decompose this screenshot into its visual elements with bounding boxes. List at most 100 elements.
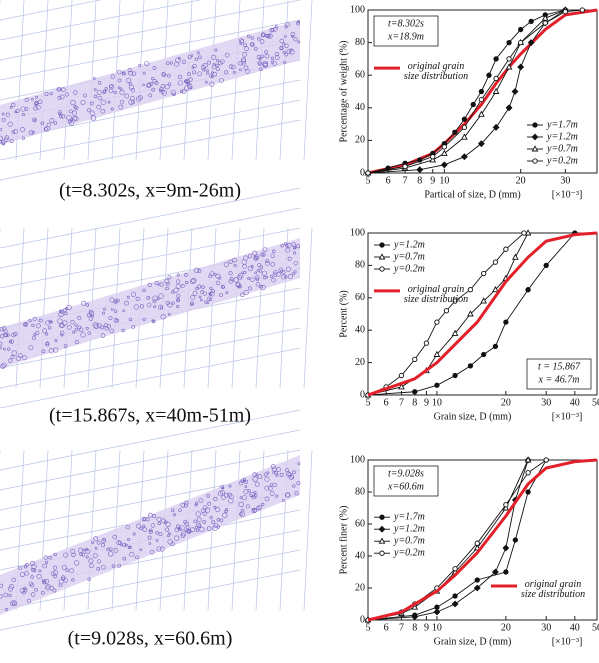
particle [158, 293, 164, 299]
particle [254, 255, 258, 260]
particle [109, 328, 114, 333]
data-point [441, 144, 447, 150]
legend-entry: original grain size distribution [404, 62, 468, 82]
particle [96, 323, 102, 328]
particle [48, 348, 54, 354]
particle [262, 247, 268, 252]
particle [28, 345, 34, 351]
data-point [430, 154, 436, 160]
particle [33, 333, 37, 337]
data-point [440, 149, 448, 156]
particle [247, 34, 251, 38]
particle [279, 38, 285, 44]
particle [9, 601, 15, 607]
particle [65, 307, 68, 311]
particle [191, 277, 197, 284]
data-point [379, 550, 385, 556]
particle [74, 339, 79, 345]
particle [254, 494, 258, 498]
particle [148, 542, 152, 545]
particle [81, 552, 85, 557]
data-point [467, 310, 474, 317]
particle [35, 95, 38, 99]
particle [284, 25, 288, 29]
particle [278, 267, 284, 273]
particle [83, 93, 87, 98]
particle [21, 113, 25, 117]
particle [279, 46, 284, 50]
particle [184, 273, 188, 277]
particle [213, 273, 217, 276]
particle [68, 109, 73, 114]
particle [142, 288, 146, 293]
particle [173, 535, 180, 541]
data-point [525, 470, 531, 476]
particle [213, 523, 219, 528]
particle [0, 326, 5, 332]
particle [173, 287, 179, 293]
particle [60, 575, 66, 580]
particle [224, 507, 229, 512]
x-tick-label: 8 [412, 397, 417, 408]
particle [183, 503, 188, 508]
data-point [467, 363, 474, 369]
particle [130, 95, 135, 101]
y-axis-label: Percent (%) [338, 290, 349, 337]
particle [109, 547, 113, 551]
particle [138, 63, 142, 67]
particle [150, 523, 156, 528]
particle [119, 89, 125, 95]
particle [35, 323, 41, 329]
particle [32, 335, 36, 340]
legend-label: y=0.7m [393, 251, 425, 262]
particle [276, 467, 281, 472]
particle [3, 592, 9, 598]
particle [96, 567, 101, 571]
particle [0, 341, 3, 346]
particle [224, 70, 229, 75]
particle [238, 501, 244, 508]
data-point [478, 97, 485, 103]
data-point [402, 163, 408, 170]
particle [292, 484, 296, 488]
particle [100, 108, 106, 114]
particle [58, 311, 64, 317]
particle [264, 50, 268, 54]
mesh-line [0, 429, 301, 491]
annotation: x=60.6m [387, 481, 424, 492]
annotation: t=9.028s [388, 468, 424, 479]
mesh-line [0, 99, 301, 161]
particle [271, 466, 277, 472]
particle [156, 516, 162, 522]
particle [200, 64, 206, 70]
particle [167, 275, 172, 280]
particle [102, 89, 106, 93]
particle [136, 523, 142, 529]
particle [111, 564, 116, 568]
particle [256, 269, 260, 272]
y-tick-label: 100 [350, 227, 365, 238]
particle [0, 345, 2, 350]
particle [131, 324, 136, 329]
particle [173, 513, 176, 517]
particle [34, 101, 38, 106]
particle [69, 120, 75, 126]
mesh-line [303, 0, 313, 161]
particle [59, 94, 65, 100]
data-point [452, 593, 458, 599]
particle [283, 35, 287, 38]
particle [177, 298, 180, 302]
particle [221, 495, 226, 500]
particle [59, 309, 63, 313]
data-point [411, 613, 419, 621]
data-point [434, 319, 440, 325]
particle [279, 472, 284, 477]
data-point [503, 569, 509, 575]
particle [52, 570, 59, 576]
particle [61, 576, 66, 581]
y-tick-label: 40 [355, 550, 365, 561]
annotation-box [373, 465, 439, 497]
particle [57, 110, 63, 115]
data-point [365, 170, 371, 176]
particle [161, 90, 167, 96]
